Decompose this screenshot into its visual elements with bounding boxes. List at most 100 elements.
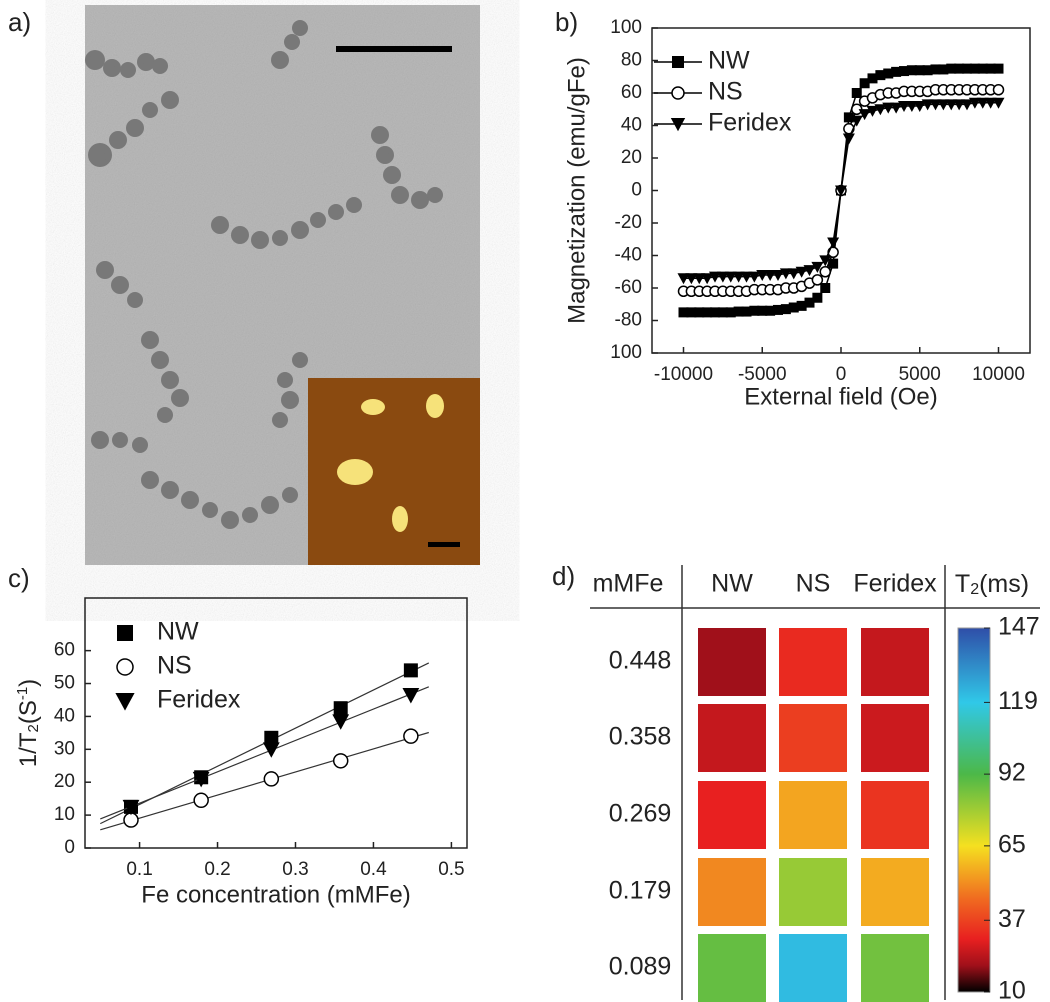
heat-cell	[698, 704, 766, 772]
afm-inset	[308, 378, 480, 565]
inset-scale-bar	[428, 542, 460, 547]
marker	[193, 792, 209, 809]
y-tick-label: 30	[54, 738, 75, 759]
marker	[890, 102, 903, 114]
marker	[922, 65, 933, 76]
plot-frame	[84, 597, 468, 849]
marker	[835, 185, 847, 197]
y-axis-label-part: )	[15, 679, 42, 687]
marker	[882, 102, 895, 114]
marker	[953, 99, 966, 111]
marker	[930, 64, 941, 75]
marker	[945, 99, 958, 111]
column-header: Feridex	[853, 570, 937, 598]
colorbar	[957, 627, 991, 993]
marker	[804, 297, 815, 308]
colorbar-tick-label: 119	[998, 687, 1038, 715]
row-label: 0.089	[609, 953, 672, 981]
marker	[898, 101, 910, 112]
marker	[938, 64, 949, 75]
marker	[795, 266, 808, 278]
marker	[122, 799, 140, 816]
y-tick-label: 100	[610, 17, 642, 38]
marker	[984, 97, 997, 109]
marker	[875, 70, 886, 81]
x-axis-label: External field (Oe)	[744, 383, 937, 410]
y-tick-label: 40	[54, 705, 75, 726]
marker	[842, 133, 855, 145]
row-label: 0.448	[609, 647, 672, 675]
afm-particles	[337, 394, 444, 532]
marker	[262, 742, 280, 758]
marker	[333, 701, 348, 716]
panel-label: b)	[555, 7, 578, 37]
marker	[811, 274, 824, 286]
marker	[772, 270, 784, 281]
marker	[677, 273, 690, 285]
marker	[694, 307, 705, 318]
marker	[858, 109, 871, 121]
marker	[678, 307, 689, 318]
y-tick-label: 80	[621, 50, 642, 71]
marker	[954, 63, 965, 74]
colorbar-label-part: T	[955, 570, 970, 598]
marker	[985, 63, 996, 74]
y-tick-label: 40	[621, 115, 642, 136]
marker	[702, 307, 713, 318]
row-label: 0.179	[609, 877, 672, 905]
marker	[874, 104, 887, 116]
marker	[717, 307, 728, 318]
heat-cell	[779, 934, 847, 1002]
column-header: NW	[711, 570, 753, 598]
marker	[819, 266, 831, 278]
marker	[820, 283, 831, 293]
marker	[263, 771, 280, 787]
marker	[796, 300, 807, 311]
marker	[709, 271, 721, 283]
marker	[906, 65, 917, 76]
heat-cell	[861, 858, 929, 926]
marker	[748, 271, 761, 283]
x-tick-label: 0	[836, 364, 847, 385]
marker	[671, 86, 685, 100]
legend-label: Feridex	[157, 686, 241, 714]
legend-label: NW	[157, 618, 199, 646]
marker	[765, 305, 776, 316]
x-tick-label: 0.4	[360, 859, 387, 880]
heat-cell	[779, 628, 847, 696]
y-tick-label: 20	[621, 147, 642, 168]
x-axis-label: Fe concentration (mMFe)	[141, 881, 410, 908]
marker	[812, 292, 823, 303]
marker	[725, 307, 736, 318]
marker	[764, 270, 777, 281]
marker	[866, 105, 879, 117]
x-tick-label: -10000	[654, 364, 713, 385]
marker	[827, 237, 840, 249]
marker	[819, 255, 832, 267]
x-tick-label: 0.5	[438, 859, 464, 880]
x-tick-label: -5000	[738, 364, 787, 385]
y-tick-label: -40	[615, 245, 642, 266]
marker	[992, 97, 1005, 109]
heat-cell	[779, 704, 847, 772]
marker	[192, 771, 210, 788]
x-tick-label: 0.2	[204, 859, 230, 880]
marker	[115, 693, 135, 711]
heat-cell	[698, 628, 766, 696]
panel-label: d)	[552, 561, 575, 591]
marker	[332, 753, 349, 769]
particle-chains	[85, 20, 443, 529]
marker	[733, 306, 744, 317]
marker	[843, 112, 854, 123]
y-tick-label: 0	[631, 180, 642, 201]
marker	[716, 271, 729, 283]
heat-cell	[698, 858, 766, 926]
marker	[921, 99, 934, 111]
marker	[686, 307, 697, 318]
marker	[961, 99, 973, 111]
row-label: 0.269	[609, 800, 672, 828]
marker	[672, 56, 684, 68]
heat-cell	[861, 628, 929, 696]
